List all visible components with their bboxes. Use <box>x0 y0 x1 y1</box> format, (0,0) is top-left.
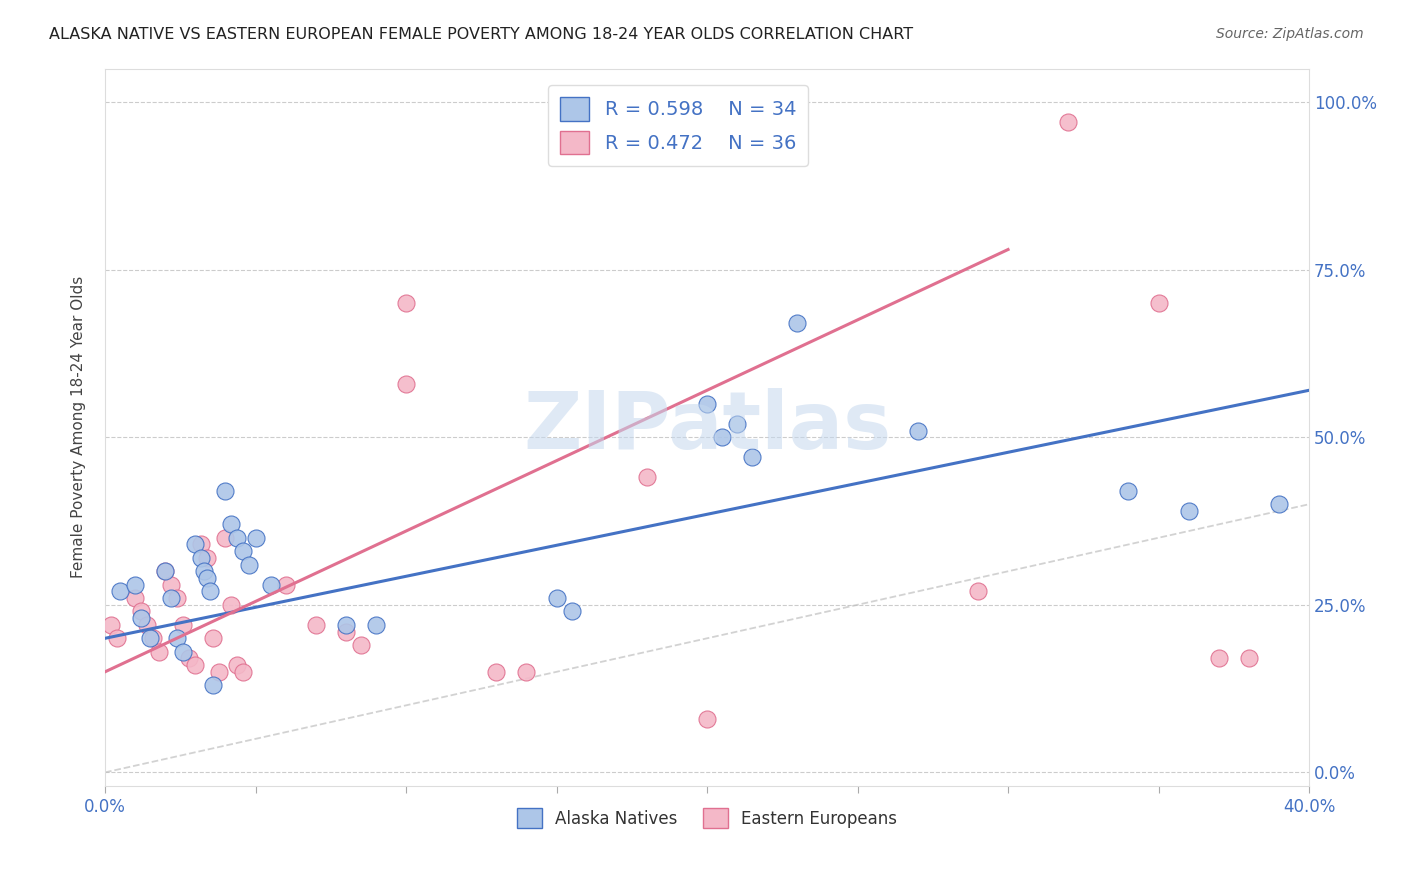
Point <box>1208 651 1230 665</box>
Point <box>1057 115 1080 129</box>
Point <box>335 624 357 639</box>
Point <box>335 618 357 632</box>
Point <box>179 651 201 665</box>
Point <box>238 558 260 572</box>
Point <box>485 665 508 679</box>
Point <box>166 632 188 646</box>
Point <box>395 296 418 310</box>
Point <box>226 531 249 545</box>
Point <box>364 618 387 632</box>
Point <box>546 591 568 606</box>
Point <box>561 605 583 619</box>
Point <box>786 316 808 330</box>
Point <box>259 577 281 591</box>
Point <box>153 564 176 578</box>
Point <box>195 571 218 585</box>
Point <box>202 678 225 692</box>
Point <box>160 577 183 591</box>
Point <box>100 618 122 632</box>
Point <box>515 665 537 679</box>
Point <box>221 598 243 612</box>
Point <box>232 665 254 679</box>
Point <box>208 665 231 679</box>
Point <box>967 584 990 599</box>
Legend: Alaska Natives, Eastern Europeans: Alaska Natives, Eastern Europeans <box>510 801 904 835</box>
Point <box>148 645 170 659</box>
Point <box>172 645 194 659</box>
Point <box>124 577 146 591</box>
Text: ALASKA NATIVE VS EASTERN EUROPEAN FEMALE POVERTY AMONG 18-24 YEAR OLDS CORRELATI: ALASKA NATIVE VS EASTERN EUROPEAN FEMALE… <box>49 27 914 42</box>
Point <box>153 564 176 578</box>
Point <box>395 376 418 391</box>
Point <box>1118 483 1140 498</box>
Point <box>221 517 243 532</box>
Point <box>136 618 159 632</box>
Point <box>184 537 207 551</box>
Point <box>274 577 297 591</box>
Point <box>129 611 152 625</box>
Point <box>696 712 718 726</box>
Point <box>711 430 734 444</box>
Point <box>214 483 236 498</box>
Point <box>105 632 128 646</box>
Point <box>1147 296 1170 310</box>
Point <box>1237 651 1260 665</box>
Point <box>1177 504 1199 518</box>
Point <box>1268 497 1291 511</box>
Point <box>184 658 207 673</box>
Point <box>202 632 225 646</box>
Point <box>166 591 188 606</box>
Point <box>741 450 763 465</box>
Point <box>190 537 212 551</box>
Y-axis label: Female Poverty Among 18-24 Year Olds: Female Poverty Among 18-24 Year Olds <box>72 276 86 578</box>
Point <box>636 470 658 484</box>
Point <box>124 591 146 606</box>
Point <box>214 531 236 545</box>
Text: Source: ZipAtlas.com: Source: ZipAtlas.com <box>1216 27 1364 41</box>
Point <box>725 417 748 431</box>
Point <box>696 397 718 411</box>
Point <box>195 550 218 565</box>
Point <box>190 550 212 565</box>
Text: ZIPatlas: ZIPatlas <box>523 388 891 467</box>
Point <box>139 632 162 646</box>
Point <box>172 618 194 632</box>
Point <box>200 584 222 599</box>
Point <box>907 424 929 438</box>
Point <box>226 658 249 673</box>
Point <box>245 531 267 545</box>
Point <box>305 618 328 632</box>
Point <box>108 584 131 599</box>
Point <box>232 544 254 558</box>
Point <box>350 638 373 652</box>
Point <box>193 564 215 578</box>
Point <box>142 632 165 646</box>
Point <box>160 591 183 606</box>
Point <box>129 605 152 619</box>
